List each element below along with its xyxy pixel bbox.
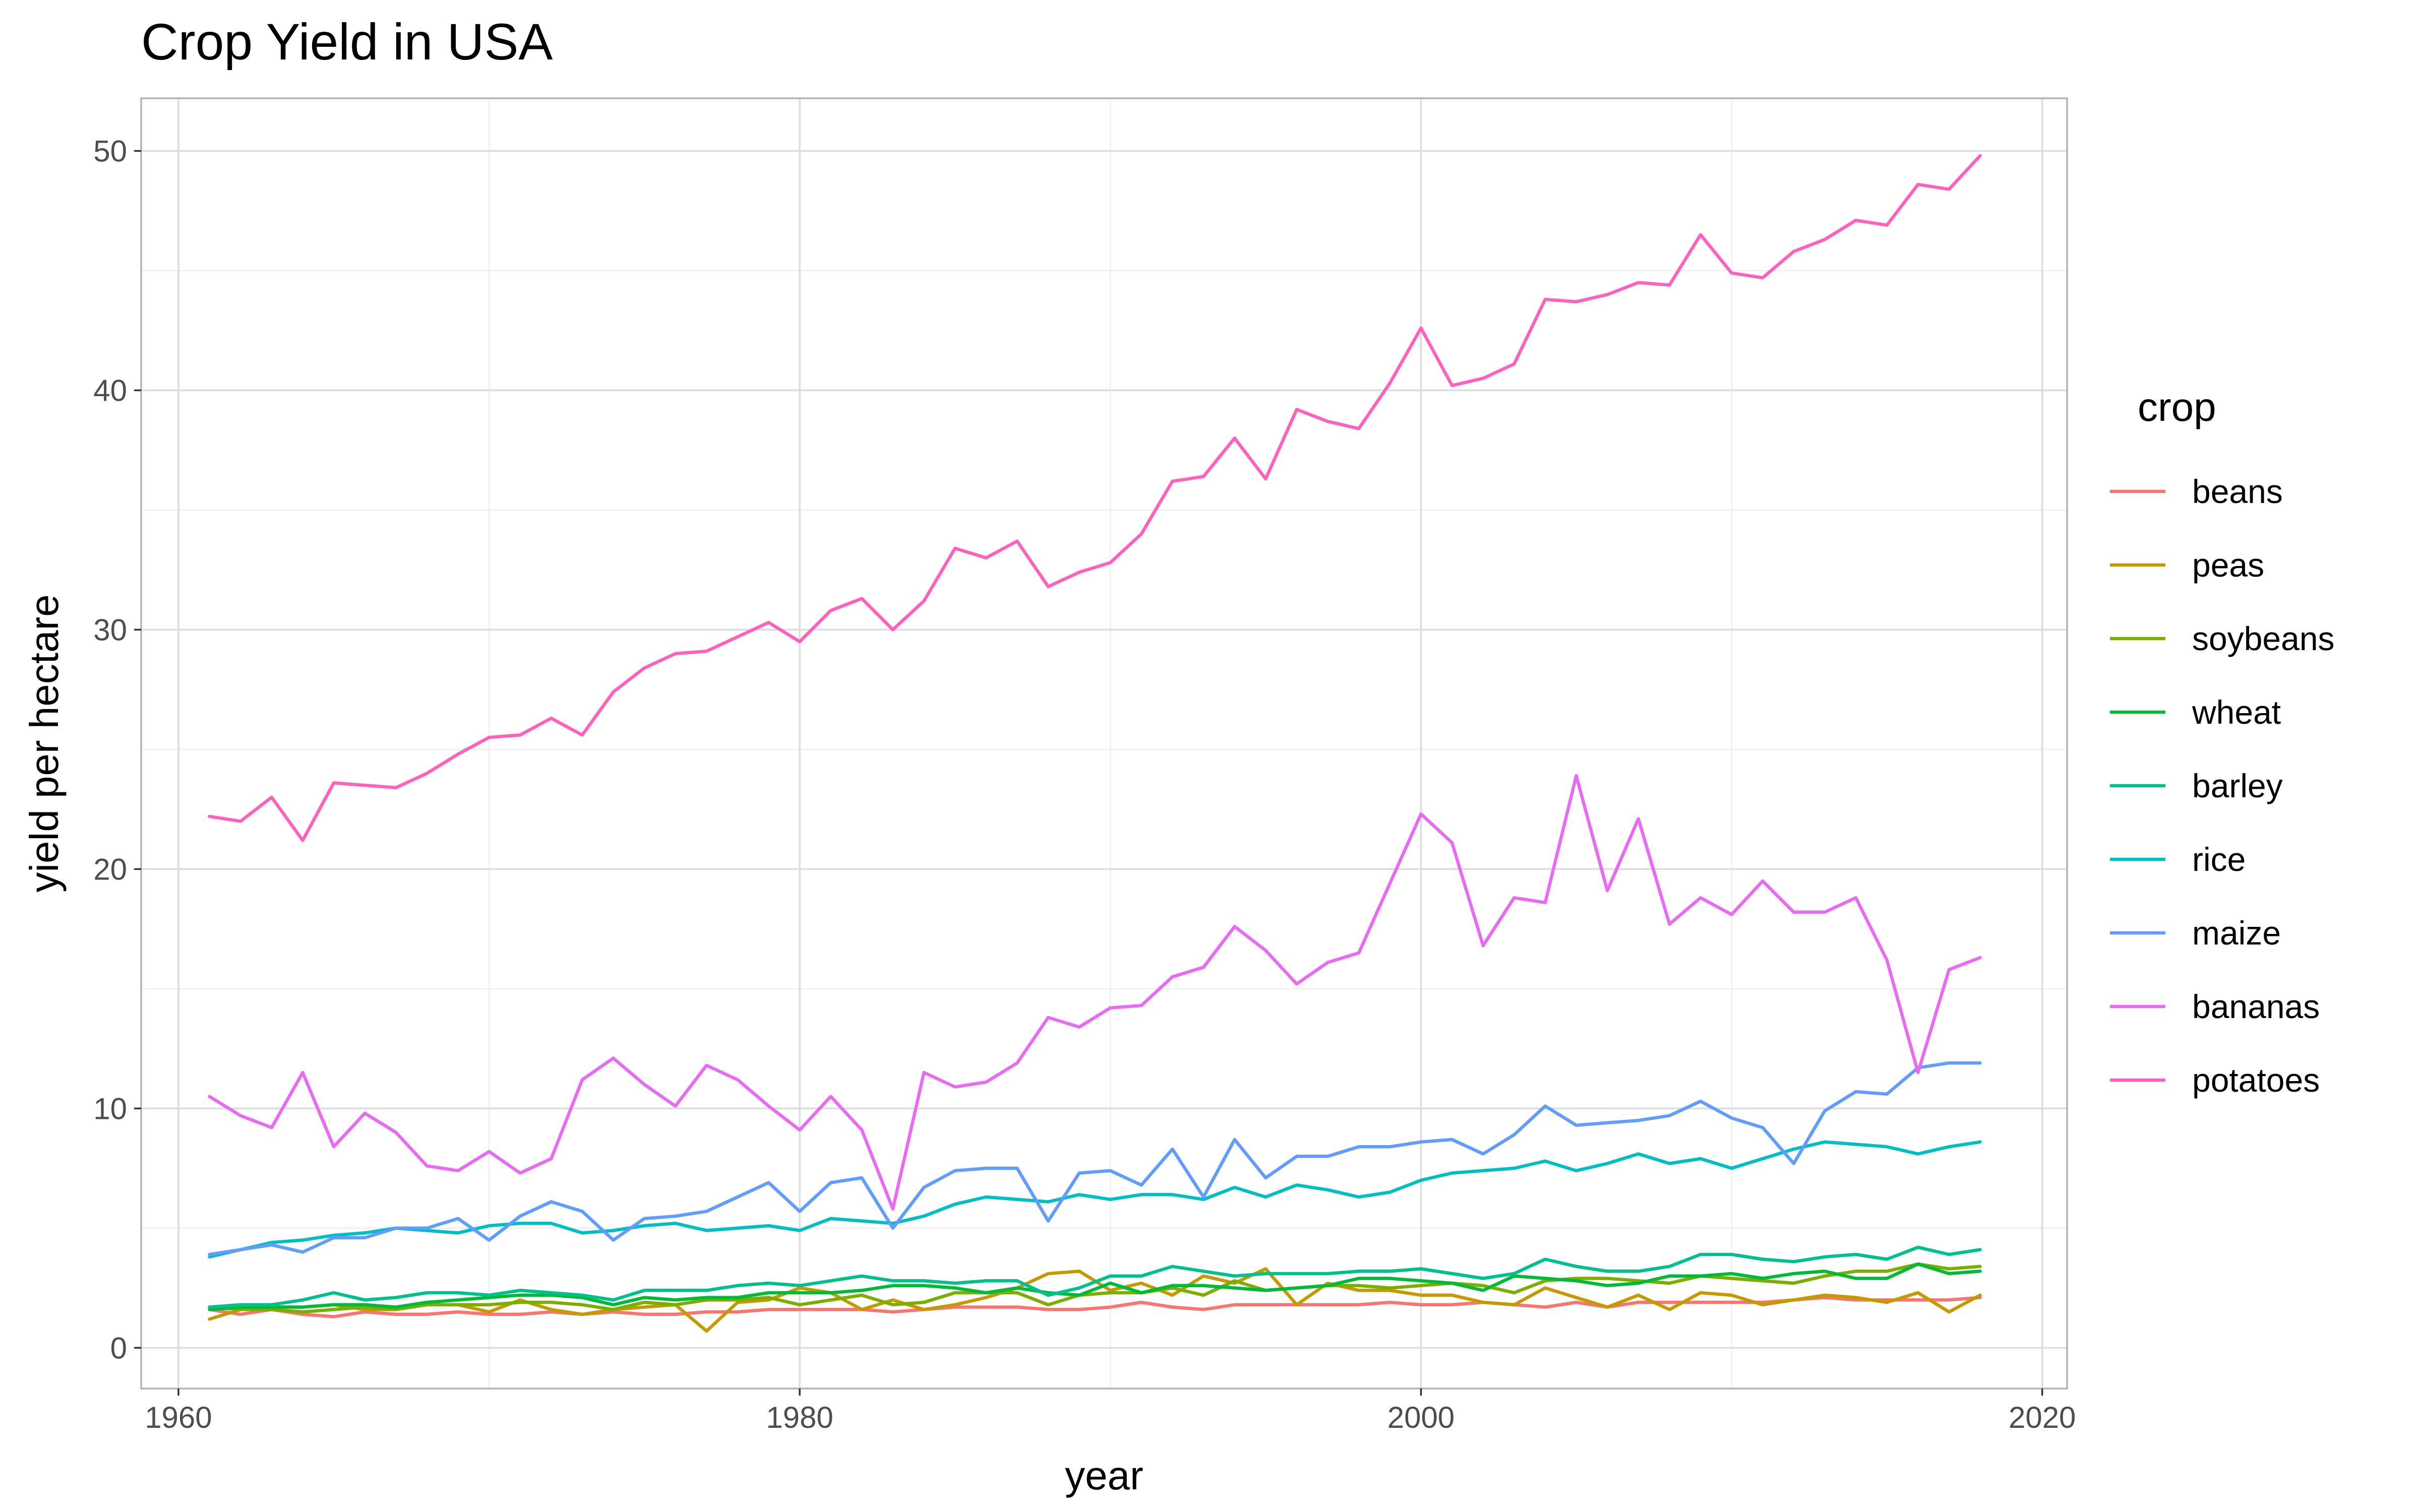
chart-title: Crop Yield in USA bbox=[141, 13, 553, 71]
y-axis-ticks: 0 10 20 30 40 50 bbox=[93, 134, 141, 1365]
y-tick-label: 20 bbox=[93, 852, 127, 886]
series-line-bananas bbox=[208, 774, 1982, 1211]
series-line-potatoes bbox=[208, 154, 1982, 842]
major-gridlines bbox=[141, 98, 2067, 1389]
y-tick-label: 40 bbox=[93, 373, 127, 407]
y-tick-label: 0 bbox=[110, 1331, 127, 1365]
legend: crop beans peas soybeans wheat barley rice mai… bbox=[2110, 385, 2335, 1099]
legend-label-maize: maize bbox=[2192, 914, 2281, 952]
x-axis-ticks: 1960 1980 2000 2020 bbox=[145, 1389, 2076, 1434]
series-line-soybeans bbox=[208, 1262, 1982, 1314]
legend-label-rice: rice bbox=[2192, 841, 2246, 878]
y-axis-title: yield per hectare bbox=[22, 594, 67, 892]
minor-gridlines bbox=[141, 98, 2067, 1389]
series-line-maize bbox=[208, 1061, 1982, 1256]
series-line-wheat bbox=[208, 1262, 1982, 1311]
x-tick-label: 1960 bbox=[145, 1401, 212, 1434]
x-axis-title: year bbox=[1065, 1453, 1143, 1498]
y-tick-label: 50 bbox=[93, 134, 127, 168]
legend-label-peas: peas bbox=[2192, 546, 2264, 584]
series-lines bbox=[208, 154, 1982, 1333]
legend-label-potatoes: potatoes bbox=[2192, 1061, 2320, 1099]
x-tick-label: 1980 bbox=[766, 1401, 833, 1434]
series-line-rice bbox=[208, 1140, 1982, 1259]
legend-label-wheat: wheat bbox=[2192, 694, 2281, 731]
plot-panel-border bbox=[140, 97, 2068, 1390]
legend-title: crop bbox=[2138, 385, 2216, 429]
x-tick-label: 2000 bbox=[1387, 1401, 1455, 1434]
y-tick-label: 10 bbox=[93, 1092, 127, 1125]
legend-label-bananas: bananas bbox=[2192, 988, 2320, 1025]
legend-label-beans: beans bbox=[2192, 473, 2283, 510]
legend-label-barley: barley bbox=[2192, 767, 2283, 804]
y-tick-label: 30 bbox=[93, 613, 127, 647]
legend-label-soybeans: soybeans bbox=[2192, 620, 2335, 657]
x-tick-label: 2020 bbox=[2009, 1401, 2076, 1434]
legend-items: beans peas soybeans wheat barley rice maize ban… bbox=[2110, 473, 2335, 1099]
series-line-barley bbox=[208, 1245, 1982, 1309]
